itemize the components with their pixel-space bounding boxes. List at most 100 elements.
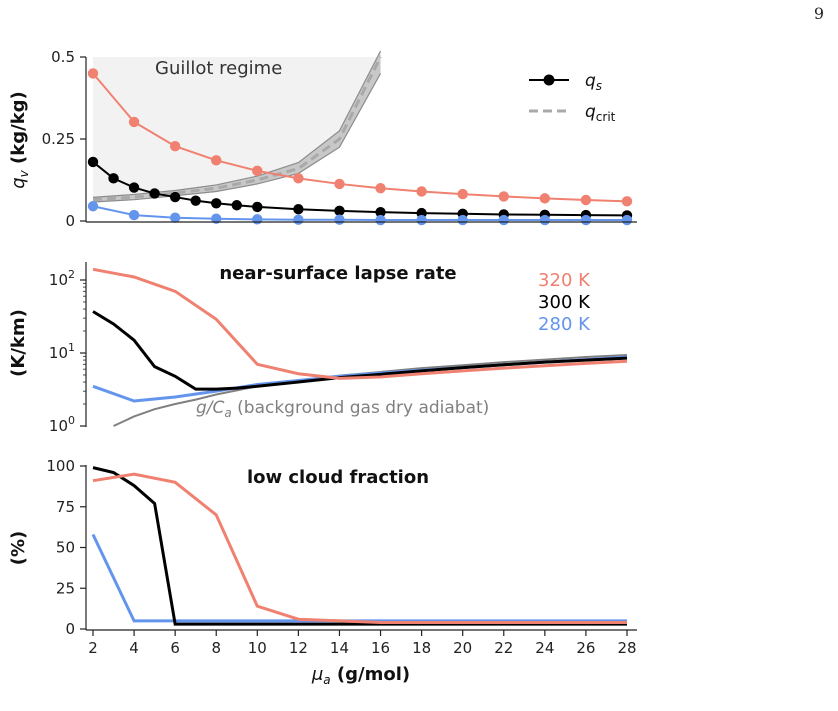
top-series-point: [580, 214, 592, 226]
top-series-point: [334, 214, 345, 225]
bot-xtick-label: 20: [453, 639, 472, 657]
top-y-ticks: 0 0.25 0.5: [42, 48, 86, 230]
top-series-point: [211, 155, 222, 166]
top-series-point: [580, 194, 592, 206]
bot-series: [91, 466, 627, 626]
legend-320k: 320 K: [538, 270, 591, 291]
top-series-point: [293, 173, 304, 184]
mid-series-line-1: [92, 310, 628, 391]
bot-xtick-label: 6: [170, 639, 180, 657]
top-series-point: [169, 191, 181, 203]
top-series-point: [375, 214, 386, 226]
top-series-point: [539, 214, 551, 226]
top-series-point: [293, 203, 304, 215]
bot-xtick-label: 12: [289, 639, 308, 657]
mid-series-line-0: [92, 267, 628, 380]
bot-xtick-label: 18: [412, 639, 431, 657]
top-series-point: [149, 188, 160, 199]
top-series-point: [231, 200, 242, 211]
bot-y-ticks: 0 25 50 75 100: [46, 457, 86, 638]
adiabat-label: g/Ca (background gas dry adiabat): [196, 398, 489, 420]
top-series-point: [87, 156, 99, 168]
top-series-point: [457, 214, 468, 226]
guillot-label: Guillot regime: [155, 58, 282, 79]
bot-ytick-label: 75: [56, 498, 75, 516]
top-series-point: [128, 116, 140, 128]
bot-xtick-label: 28: [617, 639, 636, 657]
top-series-point: [169, 141, 181, 152]
top-ytick-label: 0.25: [42, 130, 75, 148]
qcrit-band: [93, 51, 381, 202]
top-ytick-label: 0.5: [51, 48, 75, 66]
panel-top: Guillot regime 0 0.25 0.5 qv (kg/kg) qs qc…: [8, 48, 637, 230]
top-series-point: [375, 206, 386, 218]
qcrit-upper-line: [92, 50, 382, 198]
top-series-point: [621, 196, 633, 207]
bot-xtick-label: 4: [129, 639, 139, 657]
legend-280k: 280 K: [538, 314, 591, 335]
bot-xtick-label: 10: [248, 639, 267, 657]
mid-y-ticks: 100 101 102: [49, 268, 86, 435]
bot-xtick-label: 8: [211, 639, 221, 657]
top-series-point: [87, 201, 99, 212]
top-series-point: [211, 213, 222, 224]
bot-xtick-label: 24: [535, 639, 554, 657]
legend-qcrit-label: qcrit: [585, 102, 616, 124]
mid-ytick-label: 102: [49, 268, 75, 289]
bot-title: low cloud fraction: [247, 467, 429, 488]
qcrit-line: [92, 56, 382, 202]
top-ytick-label: 0: [65, 212, 75, 230]
bot-xtick-label: 16: [371, 639, 390, 657]
top-series-point: [334, 178, 345, 190]
top-series-point: [498, 191, 509, 202]
bot-y-label: (%): [8, 531, 29, 566]
mid-series: [92, 267, 628, 427]
top-series-point: [169, 212, 181, 223]
top-series-point: [498, 214, 509, 226]
top-series-point: [416, 186, 427, 197]
top-series-point: [416, 214, 427, 226]
top-series-point: [621, 214, 633, 226]
top-series-point: [128, 209, 140, 221]
top-series-point: [108, 173, 119, 184]
bot-ytick-label: 100: [46, 457, 75, 475]
mid-ytick-label: 100: [49, 414, 75, 435]
top-series-line-0: [92, 72, 628, 203]
top-series-point: [334, 205, 345, 217]
top-series-point: [211, 198, 222, 209]
bot-series-line-0: [92, 472, 627, 624]
top-series-point: [252, 201, 263, 213]
top-series-line-2: [92, 205, 627, 222]
mid-ytick-label: 101: [49, 341, 75, 362]
top-series-point: [375, 183, 386, 194]
bot-xtick-label: 2: [88, 639, 98, 657]
mid-y-label: (K/km): [8, 309, 29, 377]
guillot-regime-shade: [93, 51, 381, 198]
legend-qs-label: qs: [585, 71, 602, 93]
qcrit-lower-line: [92, 73, 382, 203]
bot-ytick-label: 50: [56, 539, 75, 557]
top-series-point: [252, 214, 263, 225]
bot-xtick-label: 22: [494, 639, 513, 657]
bot-xtick-label: 14: [330, 639, 349, 657]
bot-ytick-label: 0: [65, 620, 75, 638]
top-y-label: qv (kg/kg): [8, 91, 31, 189]
top-series-point: [539, 193, 551, 204]
mid-title: near-surface lapse rate: [219, 263, 456, 284]
legend-qs-marker: [543, 74, 555, 86]
bot-ytick-label: 25: [56, 579, 75, 597]
legend-300k: 300 K: [538, 292, 591, 313]
top-series: [87, 68, 633, 226]
top-series-point: [190, 195, 201, 206]
bot-xtick-label: 26: [576, 639, 595, 657]
bot-x-ticks: 2 4 6 8 10 12 14 16 18 20 22 24 26 28: [88, 630, 637, 657]
bot-series-line-1: [92, 466, 627, 626]
top-series-point: [457, 188, 468, 200]
top-series-point: [293, 214, 304, 225]
top-legend: qs qcrit: [529, 71, 616, 124]
top-series-point: [128, 182, 140, 193]
top-series-point: [87, 68, 99, 79]
